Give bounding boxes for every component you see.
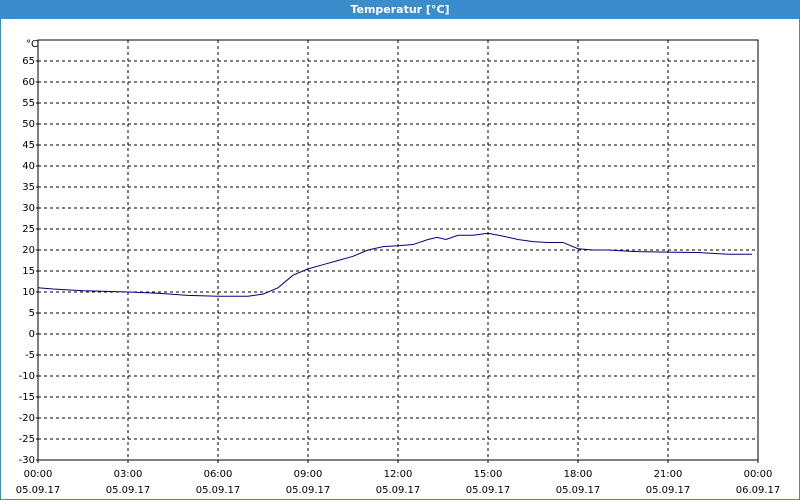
y-tick-label: 20	[22, 245, 35, 256]
x-tick-date: 05.09.17	[376, 485, 421, 496]
y-tick-label: -25	[19, 434, 35, 445]
x-tick-date: 05.09.17	[16, 485, 61, 496]
y-tick-label: 30	[22, 203, 35, 214]
y-tick-label: 0	[29, 329, 35, 340]
y-tick-label: 60	[22, 77, 35, 88]
x-tick-label: 03:00	[114, 469, 143, 480]
x-tick-date: 05.09.17	[646, 485, 691, 496]
y-tick-label: 35	[22, 182, 35, 193]
y-tick-label: 50	[22, 119, 35, 130]
y-tick-label: 65	[22, 56, 35, 67]
x-tick-label: 06:00	[204, 469, 233, 480]
x-tick-label: 09:00	[294, 469, 323, 480]
y-tick-label: 45	[22, 140, 35, 151]
y-tick-label: -5	[25, 350, 35, 361]
x-tick-date: 05.09.17	[106, 485, 151, 496]
x-tick-label: 21:00	[654, 469, 683, 480]
y-tick-label: 15	[22, 266, 35, 277]
y-axis-label: °C	[26, 39, 38, 50]
title-bar	[0, 0, 800, 19]
x-tick-label: 15:00	[474, 469, 503, 480]
y-tick-label: -10	[19, 371, 35, 382]
line	[37, 232, 752, 297]
y-tick-label: -15	[19, 392, 35, 403]
x-tick-date: 05.09.17	[466, 485, 511, 496]
y-tick-label: 55	[22, 98, 35, 109]
x-tick-date: 05.09.17	[196, 485, 241, 496]
x-tick-date: 05.09.17	[286, 485, 331, 496]
y-tick-label: 10	[22, 287, 35, 298]
x-tick-label: 00:00	[24, 469, 53, 480]
y-tick-label: 25	[22, 224, 35, 235]
x-tick-label: 00:00	[744, 469, 773, 480]
x-tick-label: 12:00	[384, 469, 413, 480]
x-tick-date: 05.09.17	[556, 485, 601, 496]
chart-title: Temperatur [°C]	[350, 3, 449, 16]
y-tick-label: 40	[22, 161, 35, 172]
x-tick-label: 18:00	[564, 469, 593, 480]
x-tick-date: 06.09.17	[736, 485, 781, 496]
y-tick-label: -20	[19, 413, 35, 424]
y-tick-label: -30	[19, 455, 35, 466]
y-tick-label: 5	[29, 308, 35, 319]
